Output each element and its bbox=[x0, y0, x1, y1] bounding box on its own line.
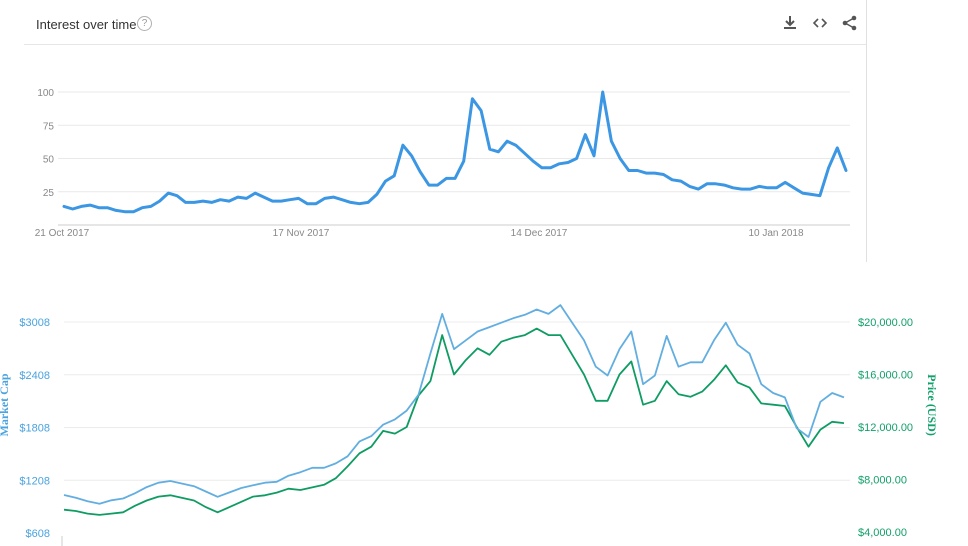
trends-chart: 25 50 75 100 21 Oct 2017 17 Nov 2017 14 Dec 20… bbox=[35, 88, 850, 239]
trends-title: Interest over time bbox=[36, 17, 137, 32]
right-y-tick-label: $4,000.00 bbox=[858, 527, 907, 539]
trends-divider bbox=[24, 44, 866, 45]
left-axis-title: Market Cap bbox=[0, 373, 11, 436]
embed-icon[interactable] bbox=[810, 13, 830, 33]
y-tick-label: 50 bbox=[43, 155, 55, 166]
x-tick-label: 17 Nov 2017 bbox=[273, 228, 330, 239]
y-tick-label: 100 bbox=[37, 88, 54, 99]
right-y-tick-label: $8,000.00 bbox=[858, 475, 907, 487]
download-icon[interactable] bbox=[780, 13, 800, 33]
left-y-tick-label: $1208 bbox=[19, 475, 50, 487]
left-y-tick-label: $1808 bbox=[19, 423, 50, 435]
right-y-tick-label: $20,000.00 bbox=[858, 317, 913, 329]
y-tick-label: 25 bbox=[43, 188, 55, 199]
interest-line bbox=[62, 90, 848, 214]
market-cap-line bbox=[63, 304, 845, 505]
x-tick-label: 14 Dec 2017 bbox=[511, 228, 568, 239]
share-icon[interactable] bbox=[840, 13, 860, 33]
right-axis-title: Price (USD) bbox=[925, 374, 939, 436]
price-line bbox=[63, 327, 845, 516]
left-y-tick-label: $608 bbox=[26, 528, 50, 540]
help-icon[interactable]: ? bbox=[137, 16, 152, 31]
x-tick-label: 21 Oct 2017 bbox=[35, 228, 90, 239]
x-tick-label: 10 Jan 2018 bbox=[748, 228, 803, 239]
trends-panel: Interest over time ? bbox=[0, 0, 867, 262]
y-tick-label: 75 bbox=[43, 121, 55, 132]
right-y-tick-label: $16,000.00 bbox=[858, 370, 913, 382]
left-y-tick-label: $3008 bbox=[19, 317, 50, 329]
left-y-tick-label: $2408 bbox=[19, 370, 50, 382]
right-y-tick-label: $12,000.00 bbox=[858, 422, 913, 434]
